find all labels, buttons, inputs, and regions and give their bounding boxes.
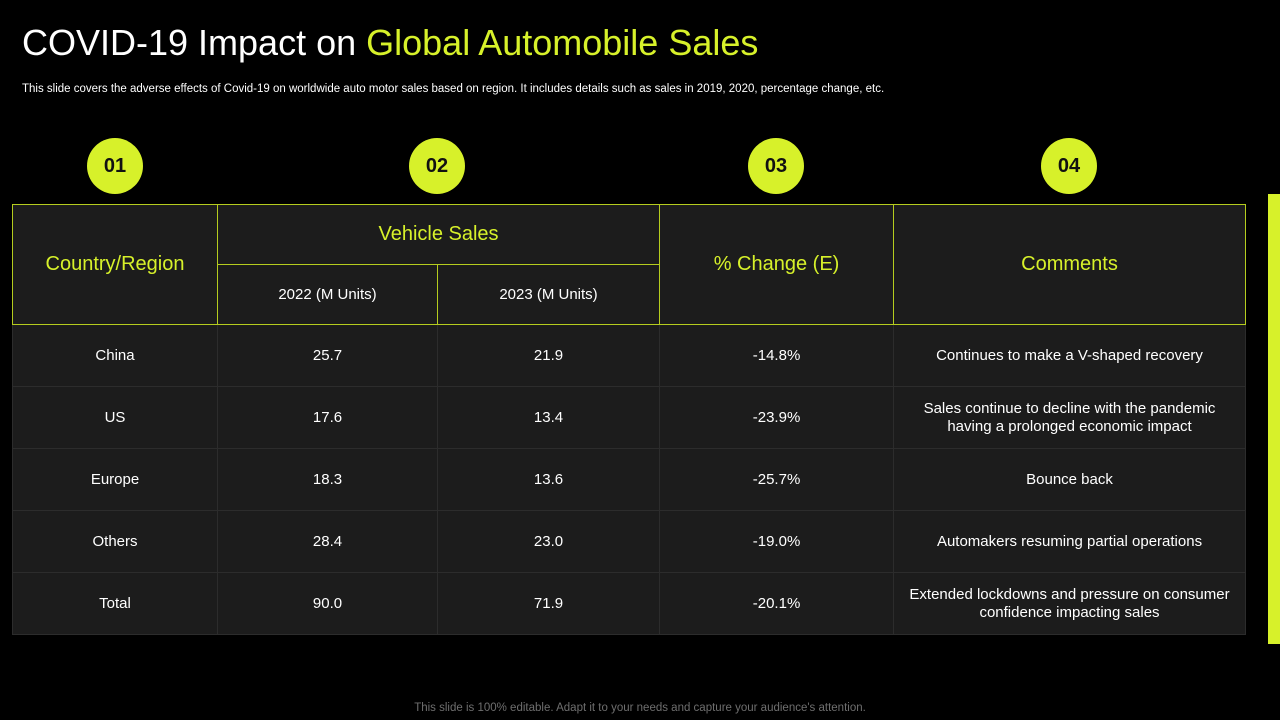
step-badge-03: 03: [748, 138, 804, 194]
table-row: US 17.6 13.4 -23.9% Sales continue to de…: [12, 386, 1247, 449]
header-change: % Change (E): [659, 204, 895, 325]
step-badge-04: 04: [1041, 138, 1097, 194]
cell-change: -19.0%: [659, 510, 895, 573]
accent-bar: [1268, 194, 1280, 644]
header-2022: 2022 (M Units): [217, 264, 438, 325]
header-vehicle-sales: Vehicle Sales: [216, 204, 661, 265]
step-badge-01: 01: [87, 138, 143, 194]
cell-change: -20.1%: [659, 572, 895, 635]
cell-2023: 21.9: [436, 324, 661, 387]
cell-comment: Bounce back: [893, 448, 1247, 511]
page-title: COVID-19 Impact on Global Automobile Sal…: [22, 22, 758, 64]
cell-comment: Extended lockdowns and pressure on consu…: [893, 572, 1247, 635]
cell-2023: 13.6: [436, 448, 661, 511]
cell-2022: 90.0: [217, 572, 438, 635]
cell-region: China: [12, 324, 218, 387]
title-highlight: Global Automobile Sales: [366, 22, 759, 63]
table-row: Europe 18.3 13.6 -25.7% Bounce back: [12, 448, 1247, 511]
cell-2023: 71.9: [436, 572, 661, 635]
cell-2023: 23.0: [436, 510, 661, 573]
cell-comment: Sales continue to decline with the pande…: [893, 386, 1247, 449]
cell-region: US: [12, 386, 218, 449]
sales-table: Country/Region Vehicle Sales % Change (E…: [12, 204, 1247, 635]
cell-comment: Continues to make a V-shaped recovery: [893, 324, 1247, 387]
cell-change: -23.9%: [659, 386, 895, 449]
cell-region: Europe: [12, 448, 218, 511]
footer-note: This slide is 100% editable. Adapt it to…: [414, 702, 866, 714]
page-subtitle: This slide covers the adverse effects of…: [22, 83, 885, 95]
table-row: Others 28.4 23.0 -19.0% Automakers resum…: [12, 510, 1247, 573]
cell-2022: 17.6: [217, 386, 438, 449]
header-comments: Comments: [893, 204, 1247, 325]
cell-2022: 18.3: [217, 448, 438, 511]
cell-region: Others: [12, 510, 218, 573]
title-prefix: COVID-19 Impact on: [22, 22, 367, 63]
cell-2022: 28.4: [217, 510, 438, 573]
cell-2022: 25.7: [217, 324, 438, 387]
cell-2023: 13.4: [436, 386, 661, 449]
header-region: Country/Region: [12, 204, 218, 325]
header-2023: 2023 (M Units): [436, 264, 661, 325]
cell-change: -14.8%: [659, 324, 895, 387]
step-badge-02: 02: [409, 138, 465, 194]
cell-comment: Automakers resuming partial operations: [893, 510, 1247, 573]
table-row: China 25.7 21.9 -14.8% Continues to make…: [12, 324, 1247, 387]
cell-region: Total: [12, 572, 218, 635]
table-row: Total 90.0 71.9 -20.1% Extended lockdown…: [12, 572, 1247, 635]
cell-change: -25.7%: [659, 448, 895, 511]
